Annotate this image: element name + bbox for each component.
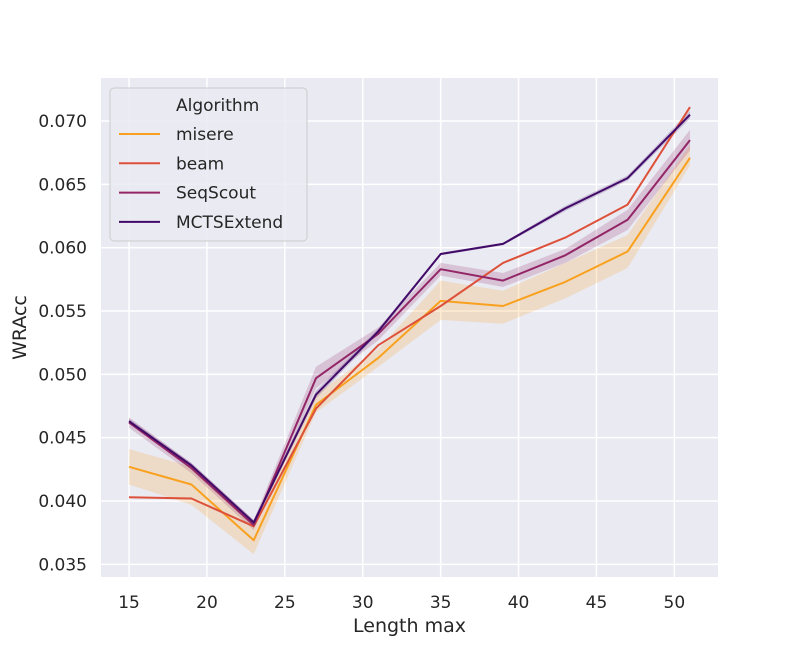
y-tick-label: 0.045 xyxy=(38,429,87,449)
x-tick-label: 35 xyxy=(430,593,452,613)
legend-box xyxy=(109,87,308,242)
x-tick-label: 50 xyxy=(664,593,686,613)
series-lines xyxy=(128,106,691,542)
x-axis-ticks: 15 20 25 30 35 40 45 50 xyxy=(118,593,685,613)
y-axis-ticks: 0.035 0.040 0.045 0.050 0.055 0.060 0.065 0.070 xyxy=(38,112,87,575)
y-tick-label: 0.040 xyxy=(38,492,87,512)
x-tick-label: 20 xyxy=(196,593,218,613)
legend-label: MCTSExtend xyxy=(176,213,283,233)
x-axis-label: Length max xyxy=(353,615,466,637)
legend-label: beam xyxy=(176,154,224,174)
x-tick-label: 30 xyxy=(352,593,374,613)
beam-line xyxy=(128,106,691,528)
x-tick-label: 15 xyxy=(118,593,140,613)
legend-label: misere xyxy=(176,125,234,145)
y-tick-label: 0.065 xyxy=(38,175,87,195)
x-tick-label: 45 xyxy=(586,593,608,613)
y-tick-label: 0.055 xyxy=(38,302,87,322)
y-tick-label: 0.035 xyxy=(38,555,87,575)
mctsextend-line xyxy=(128,113,691,524)
y-tick-label: 0.060 xyxy=(38,239,87,259)
y-axis-label: WRAcc xyxy=(9,295,31,360)
seqscout-line xyxy=(128,139,691,527)
y-tick-label: 0.050 xyxy=(38,365,87,385)
legend: Algorithm misere beam SeqScout MCTSExtend xyxy=(109,87,308,242)
y-tick-label: 0.070 xyxy=(38,112,87,132)
x-tick-label: 25 xyxy=(274,593,296,613)
legend-title: Algorithm xyxy=(176,96,259,116)
x-tick-label: 40 xyxy=(508,593,530,613)
legend-label: SeqScout xyxy=(176,184,256,204)
